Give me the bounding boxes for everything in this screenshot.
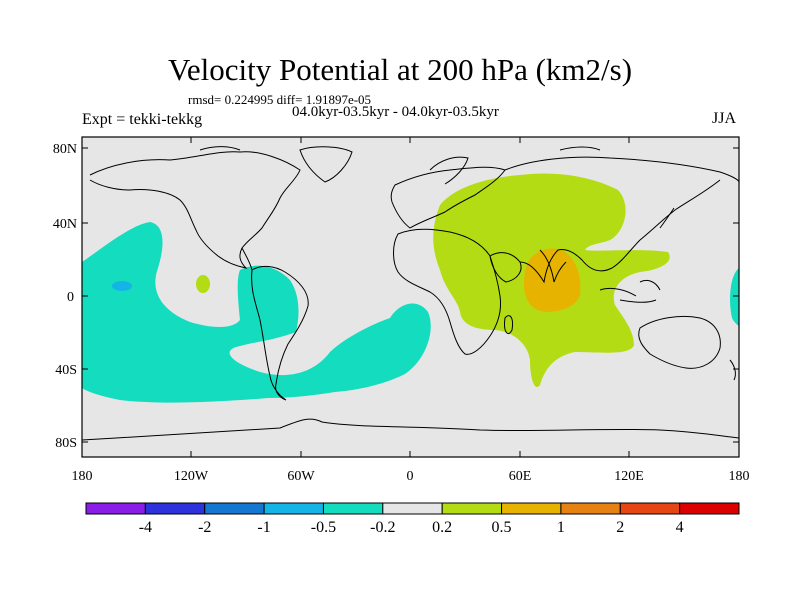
coastline-south-america — [251, 265, 309, 401]
colorbar-box — [263, 502, 324, 515]
coastline-new-zealand — [729, 359, 736, 381]
contour-fills — [82, 173, 739, 403]
coastlines — [82, 146, 739, 441]
coastline-madagascar — [504, 315, 513, 334]
colorbar-box — [619, 502, 681, 515]
lat-labels: 80N 40N 0 40S 80S — [53, 142, 77, 451]
coastline-india — [539, 249, 567, 283]
coastline-arctic-islands — [199, 146, 601, 151]
lat-label: 0 — [67, 290, 74, 305]
colorbar-label: 1 — [557, 519, 565, 536]
coastline-africa — [393, 228, 501, 355]
negative-contour-island — [196, 275, 210, 293]
colorbar-box — [679, 502, 740, 515]
coastline-japan — [659, 207, 675, 229]
coastline-arabia — [489, 252, 522, 283]
colorbar-label: -0.2 — [370, 519, 395, 536]
lon-label: 60W — [287, 469, 315, 484]
colorbar-box — [85, 502, 146, 515]
strong-negative-spot — [112, 281, 132, 291]
negative-contour-east — [730, 268, 739, 326]
colorbar-box — [322, 502, 384, 515]
strong-positive-core — [524, 248, 581, 312]
colorbar-label: 0.2 — [432, 519, 452, 536]
coastline-australia — [638, 315, 721, 369]
colorbar-label: -1 — [257, 519, 270, 536]
colorbar — [85, 502, 740, 515]
colorbar-label: -0.5 — [311, 519, 336, 536]
coastline-north-america — [89, 151, 301, 269]
coastline-indonesia — [599, 279, 661, 303]
colorbar-label: -2 — [198, 519, 211, 536]
lat-ticks — [82, 147, 739, 443]
negative-contour-region — [82, 222, 431, 403]
lon-label: 180 — [729, 469, 750, 484]
coastline-central-america — [241, 247, 253, 271]
coastline-europe — [390, 166, 506, 229]
colorbar-label: 0.5 — [492, 519, 512, 536]
lat-label: 40N — [53, 217, 77, 232]
period-label: 04.0kyr-03.5kyr - 04.0kyr-03.5kyr — [292, 104, 499, 120]
lon-ticks — [81, 137, 740, 457]
colorbar-box — [204, 502, 265, 515]
colorbar-label: 4 — [676, 519, 684, 536]
lon-label: 120W — [174, 469, 209, 484]
stats-line: rmsd= 0.224995 diff= 1.91897e-05 — [188, 92, 372, 107]
lon-label: 180 — [72, 469, 93, 484]
coastline-antarctica — [82, 418, 739, 441]
coastline-scandinavia — [429, 156, 469, 185]
lat-label: 40S — [55, 363, 77, 378]
lat-label: 80S — [55, 436, 77, 451]
lon-label: 0 — [407, 469, 414, 484]
map-background — [82, 137, 739, 457]
colorbar-box — [560, 502, 621, 515]
colorbar-box — [382, 502, 443, 515]
plot-title: Velocity Potential at 200 hPa (km2/s) — [167, 52, 633, 87]
coastline-greenland — [299, 146, 353, 183]
colorbar-box — [441, 502, 503, 515]
colorbar-box — [144, 502, 206, 515]
experiment-label: Expt = tekki-tekkg — [82, 111, 203, 128]
colorbar-box — [501, 502, 562, 515]
lon-label: 60E — [509, 469, 532, 484]
colorbar-labels: -4 -2 -1 -0.5 -0.2 0.2 0.5 1 2 4 — [139, 519, 684, 536]
colorbar-label: -4 — [139, 519, 152, 536]
colorbar-label: 2 — [616, 519, 624, 536]
lon-labels: 180 120W 60W 0 60E 120E 180 — [72, 469, 750, 484]
lon-label: 120E — [614, 469, 644, 484]
season-label: JJA — [712, 110, 737, 127]
lat-label: 80N — [53, 142, 77, 157]
coastline-asia — [504, 156, 739, 284]
